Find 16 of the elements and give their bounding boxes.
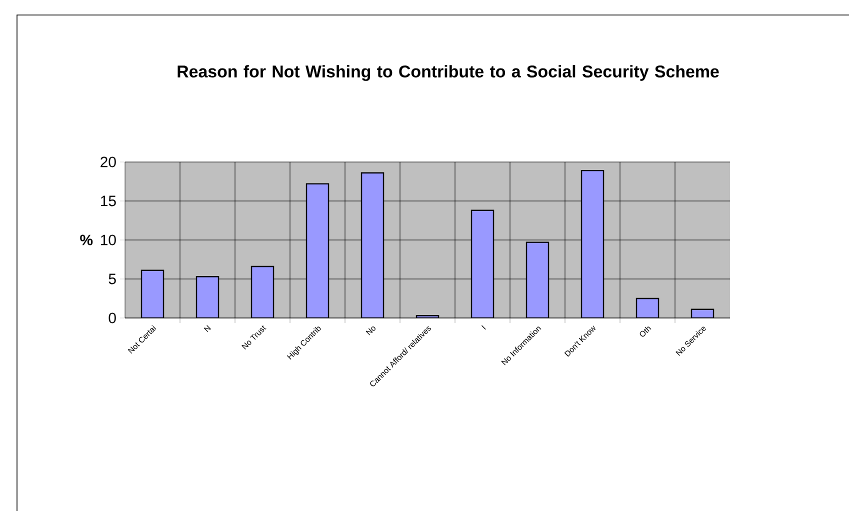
y-tick-label: 0 <box>108 312 116 324</box>
chart-title: Reason for Not Wishing to Contribute to a Social Security Scheme <box>178 65 719 81</box>
bar <box>250 266 274 318</box>
y-axis-title: % <box>80 234 93 246</box>
y-tick-label: 10 <box>101 234 116 246</box>
bar <box>306 183 330 318</box>
bar <box>636 298 660 318</box>
y-tick-label: 20 <box>100 156 116 168</box>
y-tick-label: 15 <box>101 196 116 206</box>
bar <box>140 270 164 318</box>
bar <box>470 210 494 318</box>
bar <box>196 276 220 318</box>
bar <box>360 172 384 318</box>
bar <box>526 242 550 318</box>
y-tick-label: 5 <box>108 274 116 284</box>
bar <box>580 170 604 318</box>
